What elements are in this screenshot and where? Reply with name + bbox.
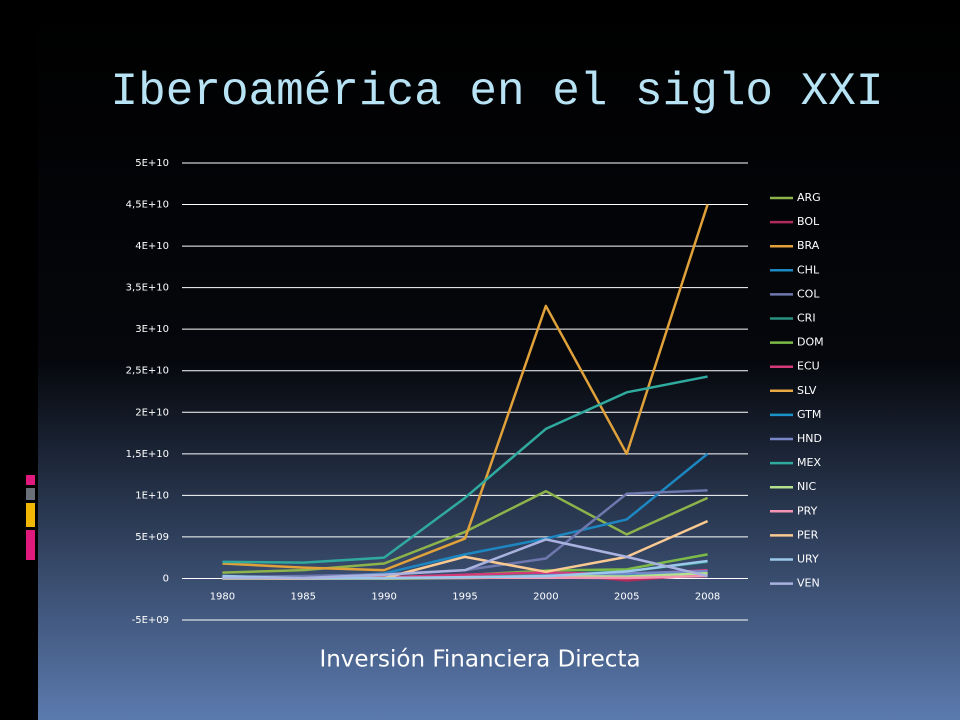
y-tick-label: 5E+09 <box>135 532 169 543</box>
y-tick-label: 4E+10 <box>135 241 169 252</box>
deco-square <box>26 530 35 560</box>
x-tick-label: 2008 <box>695 591 720 602</box>
x-tick-label: 1985 <box>291 591 316 602</box>
chart: -5E+09 0 5E+09 1E+10 1,5E+10 2E+10 2,5E+10 3E+1… <box>126 158 824 626</box>
y-tick-label: 1,5E+10 <box>126 449 169 460</box>
x-tick-label: 1980 <box>210 591 235 602</box>
series-line <box>222 538 708 580</box>
legend-label: PRY <box>797 504 818 517</box>
legend-label: ARG <box>797 191 821 204</box>
legend-label: URY <box>797 553 819 566</box>
side-strip <box>0 0 38 720</box>
legend-label: CHL <box>797 263 820 276</box>
legend-label: PER <box>797 528 819 541</box>
legend-label: VEN <box>797 577 820 590</box>
legend-label: BRA <box>797 239 820 252</box>
y-tick-label: 2E+10 <box>135 407 169 418</box>
y-tick-label: -5E+09 <box>132 615 169 626</box>
legend-label: CRI <box>797 312 816 325</box>
legend-label: BOL <box>797 215 820 228</box>
deco-square <box>26 488 35 500</box>
legend-label: COL <box>797 287 820 300</box>
legend-label: DOM <box>797 336 824 349</box>
legend-label: SLV <box>797 384 817 397</box>
y-tick-label: 3E+10 <box>135 324 169 335</box>
legend-label: MEX <box>797 456 821 469</box>
slide-title: Iberoamérica en el siglo XXI <box>111 66 884 118</box>
y-tick-label: 1E+10 <box>135 490 169 501</box>
legend-label: ECU <box>797 360 820 373</box>
series-line <box>222 489 709 574</box>
legend-label: NIC <box>797 480 816 493</box>
y-tick-label: 2,5E+10 <box>126 366 169 377</box>
legend-label: GTM <box>797 408 821 421</box>
deco-square <box>26 475 35 485</box>
x-tick-label: 2000 <box>533 591 558 602</box>
legend-label: HND <box>797 432 822 445</box>
x-tick-label: 2005 <box>614 591 639 602</box>
deco-square <box>26 503 35 527</box>
y-tick-label: 5E+10 <box>135 158 169 169</box>
x-tick-label: 1995 <box>452 591 477 602</box>
y-tick-label: 3,5E+10 <box>126 283 169 294</box>
y-tick-label: 0 <box>163 573 169 584</box>
chart-caption: Inversión Financiera Directa <box>319 647 640 673</box>
series-line <box>222 204 709 572</box>
series-line <box>222 375 708 564</box>
y-tick-label: 4,5E+10 <box>126 200 169 211</box>
x-tick-label: 1990 <box>371 591 396 602</box>
